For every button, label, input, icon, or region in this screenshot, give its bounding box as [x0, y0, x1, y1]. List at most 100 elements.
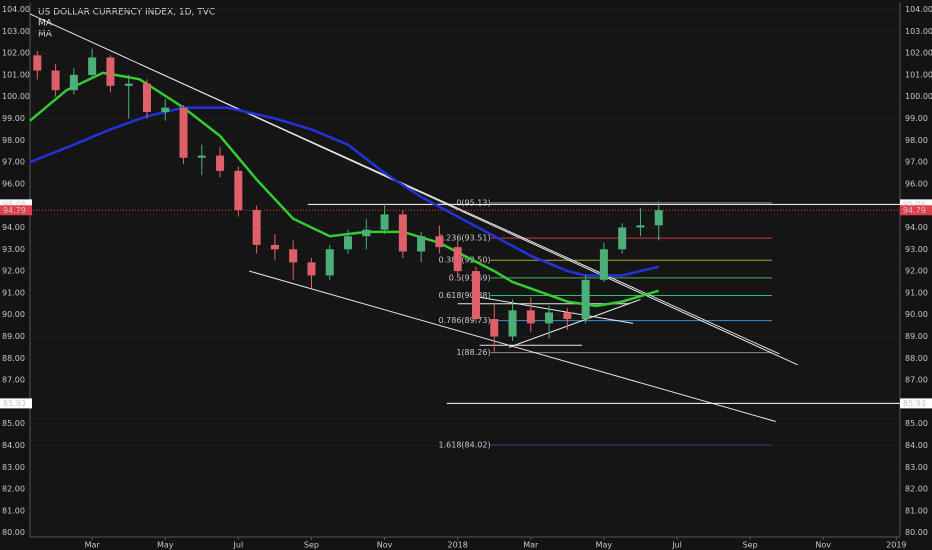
candle-body: [270, 244, 279, 250]
y-tick-label: 92.00: [905, 267, 928, 276]
candle-body: [106, 57, 115, 86]
candle-body: [471, 271, 480, 320]
y-tick-label: 80.00: [905, 528, 928, 537]
x-tick-label: 2019: [886, 541, 906, 550]
candle-body: [526, 310, 535, 324]
y-tick-label: 99.00: [2, 114, 25, 123]
candle-body: [216, 155, 225, 171]
price-label-box: [900, 199, 932, 210]
y-tick-label: 100.00: [2, 92, 30, 101]
chart-title: US DOLLAR CURRENCY INDEX, 1D, TVC: [38, 8, 215, 18]
candle-body: [636, 225, 645, 228]
x-tick-label: Nov: [377, 541, 393, 550]
price-label-box: [0, 199, 32, 210]
y-tick-label: 81.00: [2, 506, 25, 515]
candle-body: [179, 107, 188, 158]
x-tick-label: Jul: [671, 541, 682, 550]
y-tick-label: 102.00: [905, 49, 932, 58]
y-tick-label: 90.00: [2, 310, 25, 319]
y-tick-label: 89.00: [2, 332, 25, 341]
price-label: 95.06: [3, 200, 26, 209]
candle-body: [124, 83, 133, 86]
x-tick-label: Sep: [743, 541, 758, 550]
y-tick-label: 90.00: [905, 310, 928, 319]
moving-average: [29, 106, 660, 277]
x-tick-label: Sep: [304, 541, 319, 550]
candle-body: [508, 310, 517, 337]
candle-body: [161, 107, 170, 112]
x-tick-label: Mar: [523, 541, 539, 550]
y-tick-label: 81.00: [905, 506, 928, 515]
fib-label: 0.382(92.50): [439, 256, 491, 265]
candle-body: [618, 227, 627, 250]
candle-body: [581, 279, 590, 320]
y-tick-label: 104.00: [2, 5, 30, 14]
x-tick-label: Jul: [233, 541, 244, 550]
y-tick-label: 88.00: [2, 354, 25, 363]
x-tick-label: Mar: [85, 541, 101, 550]
y-tick-label: 97.00: [905, 158, 928, 167]
candle-body: [453, 247, 462, 272]
y-tick-label: 98.00: [905, 136, 928, 145]
fib-label: 0.786(89.73): [439, 316, 491, 325]
price-label: 94.79: [3, 206, 26, 215]
y-tick-label: 80.00: [2, 528, 25, 537]
price-label-box: [900, 205, 932, 216]
y-tick-label: 82.00: [905, 485, 928, 494]
y-tick-label: 82.00: [2, 485, 25, 494]
y-tick-label: 83.00: [2, 463, 25, 472]
y-tick-label: 84.00: [2, 441, 25, 450]
candle-body: [654, 210, 663, 226]
y-tick-label: 99.00: [905, 114, 928, 123]
y-tick-label: 103.00: [2, 27, 30, 36]
candle-body: [344, 236, 353, 250]
candle-body: [417, 236, 426, 252]
candle-body: [33, 55, 42, 71]
y-tick-label: 88.00: [905, 354, 928, 363]
candle-body: [69, 74, 78, 91]
candle-body: [142, 83, 151, 112]
y-tick-label: 92.00: [2, 267, 25, 276]
y-tick-label: 94.00: [2, 223, 25, 232]
price-label: 85.93: [3, 399, 26, 408]
price-label-box: [900, 398, 932, 409]
candle-body: [51, 70, 60, 91]
x-tick-label: May: [596, 541, 613, 550]
legend-entry: MA: [38, 19, 53, 29]
y-tick-label: 96.00: [905, 179, 928, 188]
candle-body: [88, 57, 97, 75]
y-tick-label: 101.00: [905, 70, 932, 79]
price-label: 95.06: [903, 200, 926, 209]
y-tick-label: 96.00: [2, 179, 25, 188]
trend-line: [508, 298, 641, 348]
candle-body: [362, 229, 371, 237]
candle-body: [289, 249, 298, 263]
y-tick-label: 87.00: [905, 376, 928, 385]
fib-label: 0.618(90.88): [439, 291, 491, 300]
x-tick-label: 2018: [448, 541, 468, 550]
y-tick-label: 85.00: [2, 419, 25, 428]
fib-label: 0.236(93.51): [439, 234, 491, 243]
y-tick-label: 93.00: [2, 245, 25, 254]
candle-body: [197, 155, 206, 158]
x-tick-label: Nov: [815, 541, 831, 550]
fib-label: 0(95.13): [456, 198, 490, 207]
y-tick-label: 100.00: [905, 92, 932, 101]
price-label: 94.79: [903, 206, 926, 215]
y-tick-label: 93.00: [905, 245, 928, 254]
plot-area: [30, 3, 900, 537]
y-tick-label: 83.00: [905, 463, 928, 472]
legend-entry: MA: [38, 30, 53, 40]
y-tick-label: 104.00: [905, 5, 932, 14]
candle-body: [234, 170, 243, 211]
candle-body: [380, 214, 389, 230]
candle-body: [252, 210, 261, 245]
price-label: 85.93: [903, 399, 926, 408]
y-tick-label: 97.00: [2, 158, 25, 167]
fib-label: 0.5(91.69): [449, 273, 491, 282]
y-tick-label: 87.00: [2, 376, 25, 385]
y-tick-label: 89.00: [905, 332, 928, 341]
trend-line: [479, 296, 634, 324]
